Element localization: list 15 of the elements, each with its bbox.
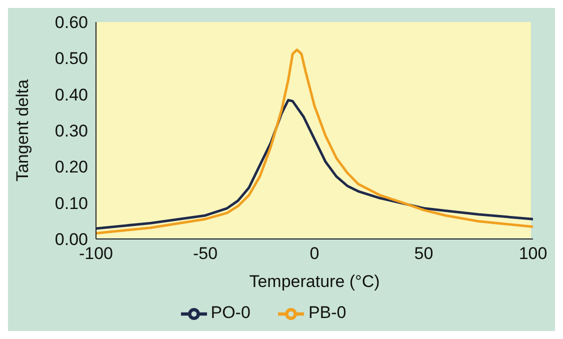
- y-tick-label: 0.40: [54, 85, 88, 104]
- x-axis-title: Temperature (°C): [249, 272, 380, 291]
- legend-label: PB-0: [308, 303, 346, 322]
- x-tick-label: -50: [192, 244, 218, 264]
- x-tick-label: 0: [310, 244, 320, 264]
- y-axis-title: Tangent delta: [13, 78, 32, 182]
- y-tick-label: 0.30: [54, 122, 88, 141]
- x-tick-label: 100: [518, 244, 548, 264]
- y-tick-label: 0.10: [54, 194, 88, 213]
- y-tick-label: 0.20: [54, 158, 88, 177]
- line-series: [96, 48, 533, 234]
- x-tick-label: 50: [414, 244, 434, 264]
- legend-label: PO-0: [210, 303, 250, 322]
- y-tick-label: 0.50: [54, 49, 88, 68]
- y-tick-label: 0.60: [54, 13, 88, 32]
